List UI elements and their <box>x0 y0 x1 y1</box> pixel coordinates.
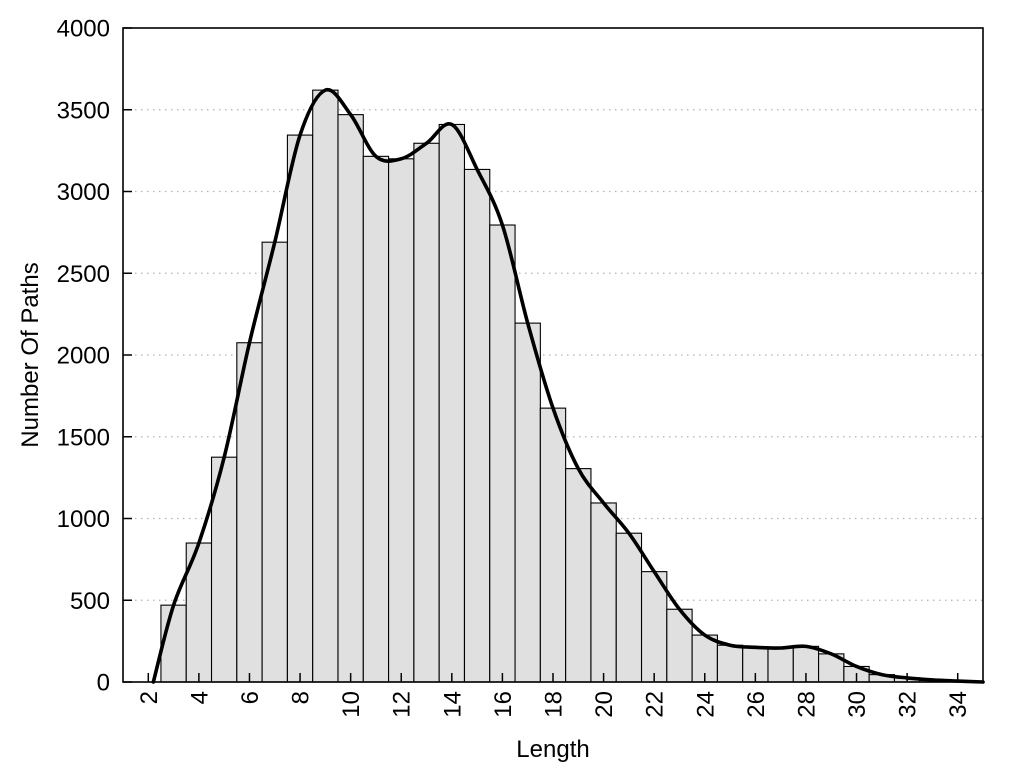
histogram-bar <box>236 342 263 683</box>
x-tick-label: 4 <box>186 691 213 704</box>
y-tick-label: 500 <box>70 588 110 615</box>
x-tick-label: 34 <box>945 691 972 718</box>
histogram-bar <box>413 142 440 683</box>
x-tick-label: 18 <box>541 691 568 718</box>
histogram-bar <box>160 604 187 683</box>
histogram-bar <box>388 158 415 683</box>
y-tick-label: 2000 <box>57 343 110 370</box>
histogram-bar <box>489 224 516 683</box>
histogram-bar <box>590 502 617 683</box>
histogram-bar <box>463 168 491 683</box>
x-tick-label: 12 <box>389 691 416 718</box>
x-tick-label: 8 <box>288 691 315 704</box>
histogram-bar <box>286 134 314 683</box>
x-tick-label: 20 <box>591 691 618 718</box>
x-tick-label: 10 <box>338 691 365 718</box>
y-tick-label: 1000 <box>57 506 110 533</box>
y-tick-label: 4000 <box>57 16 110 43</box>
x-tick-label: 32 <box>895 691 922 718</box>
histogram-bar <box>337 114 364 683</box>
x-tick-label: 14 <box>439 691 466 718</box>
x-tick-label: 30 <box>844 691 871 718</box>
histogram-bar <box>767 647 794 683</box>
histogram-bar <box>565 468 592 683</box>
x-tick-label: 22 <box>642 691 669 718</box>
x-axis-title: Length <box>516 736 589 763</box>
y-tick-label: 0 <box>97 670 110 697</box>
smoothed-frequency-curve <box>151 87 985 684</box>
x-tick-label: 2 <box>136 691 163 704</box>
y-tick-label: 1500 <box>57 424 110 451</box>
histogram-bar <box>362 155 390 683</box>
y-tick-label: 3500 <box>57 97 110 124</box>
plot-border <box>122 27 984 683</box>
histogram-bar <box>615 532 643 683</box>
x-tick-label: 28 <box>793 691 820 718</box>
frequency-curve-layer <box>151 87 985 684</box>
histogram-bar <box>539 407 567 683</box>
x-tick-label: 26 <box>743 691 770 718</box>
histogram-bar <box>312 89 339 683</box>
x-tick-label: 16 <box>490 691 517 718</box>
y-tick-label: 3000 <box>57 179 110 206</box>
x-tick-label: 6 <box>237 691 264 704</box>
histogram-bar <box>438 123 466 683</box>
x-tick-label: 24 <box>692 691 719 718</box>
y-tick-label: 2500 <box>57 261 110 288</box>
histogram-bar <box>514 322 541 683</box>
axis-ticks-layer <box>123 27 959 683</box>
histogram-bar <box>716 644 744 683</box>
y-axis-title: Number Of Paths <box>17 262 44 447</box>
histogram-bar <box>261 241 288 683</box>
histogram-bars-layer <box>160 89 971 683</box>
